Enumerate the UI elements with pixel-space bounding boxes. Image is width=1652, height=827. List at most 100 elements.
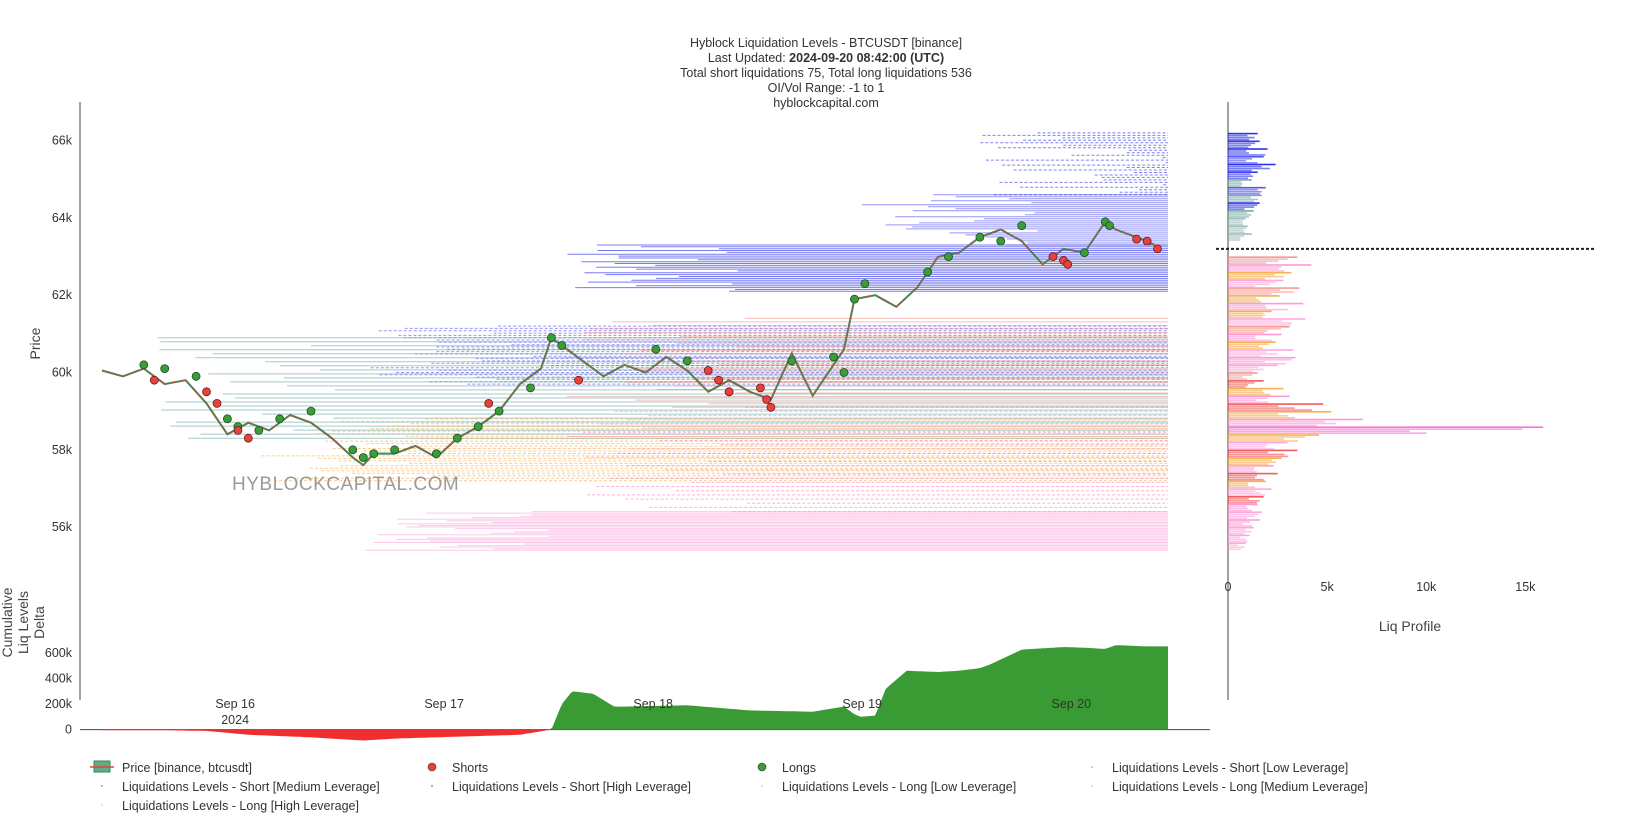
long-marker[interactable]	[996, 236, 1006, 246]
short-marker[interactable]	[149, 375, 159, 385]
delta-negative-area	[102, 729, 1168, 741]
long-marker[interactable]	[254, 425, 264, 435]
profile-bar	[1228, 467, 1255, 469]
legend-swatch-faint	[1091, 785, 1093, 787]
legend-swatch-faint	[431, 785, 433, 787]
profile-bar	[1228, 418, 1363, 421]
short-marker[interactable]	[243, 433, 253, 443]
legend-label: Price [binance, btcusdt]	[122, 761, 252, 775]
liq-profile-panel[interactable]: 0 5k 10k 15k Liq Profile	[1216, 102, 1595, 700]
profile-bar	[1228, 235, 1245, 237]
profile-bar	[1228, 465, 1274, 467]
liq-band-3	[980, 132, 1168, 196]
profile-bar	[1228, 177, 1248, 179]
legend-item[interactable]: Liquidations Levels - Short [Medium Leve…	[101, 780, 380, 794]
long-marker[interactable]	[839, 368, 849, 377]
long-marker[interactable]	[1017, 221, 1027, 231]
short-marker[interactable]	[1063, 259, 1073, 269]
legend-item[interactable]: Liquidations Levels - Long [Low Leverage…	[761, 780, 1016, 794]
legend-item[interactable]: Shorts	[427, 761, 488, 775]
profile-bar	[1228, 397, 1268, 400]
long-marker[interactable]	[682, 356, 692, 366]
profile-bar	[1228, 455, 1289, 458]
profile-bar	[1228, 271, 1292, 274]
price-candle-wick	[101, 221, 1158, 466]
long-marker[interactable]	[923, 267, 932, 277]
profile-bar	[1228, 324, 1291, 326]
long-marker[interactable]	[944, 252, 953, 262]
short-marker[interactable]	[724, 387, 734, 397]
long-marker[interactable]	[526, 383, 535, 393]
short-markers	[149, 234, 1162, 443]
profile-bar	[1228, 548, 1241, 550]
profile-bar	[1228, 494, 1266, 496]
profile-bar	[1228, 333, 1282, 336]
short-marker[interactable]	[1142, 236, 1152, 246]
legend-item[interactable]: Liquidations Levels - Long [High Leverag…	[101, 799, 359, 813]
long-marker[interactable]	[1105, 221, 1114, 231]
long-marker[interactable]	[547, 333, 556, 343]
short-marker[interactable]	[574, 375, 583, 385]
long-marker[interactable]	[358, 453, 368, 462]
short-marker[interactable]	[1048, 252, 1058, 262]
long-marker[interactable]	[850, 294, 859, 304]
long-marker[interactable]	[160, 364, 170, 374]
legend-swatch-dot	[427, 762, 437, 772]
long-marker[interactable]	[222, 414, 232, 424]
long-marker[interactable]	[975, 232, 985, 242]
short-marker[interactable]	[703, 366, 713, 375]
legend-item[interactable]: Liquidations Levels - Long [Medium Lever…	[1091, 780, 1368, 794]
short-marker[interactable]	[1132, 234, 1141, 244]
profile-bar	[1228, 264, 1312, 266]
profile-bar	[1228, 515, 1255, 517]
long-marker[interactable]	[139, 360, 149, 370]
legend-item[interactable]: Liquidations Levels - Short [Low Leverag…	[1091, 761, 1348, 775]
long-marker[interactable]	[1080, 248, 1089, 258]
legend-label: Liquidations Levels - Short [Medium Leve…	[122, 780, 380, 794]
profile-bar	[1228, 536, 1241, 539]
long-marker[interactable]	[191, 371, 201, 381]
profile-bar	[1228, 270, 1284, 272]
short-marker[interactable]	[766, 402, 776, 412]
long-marker[interactable]	[431, 449, 441, 459]
legend-item[interactable]: Longs	[757, 761, 816, 775]
short-marker[interactable]	[714, 375, 723, 385]
profile-bar	[1228, 474, 1257, 477]
long-marker[interactable]	[473, 422, 483, 432]
short-marker[interactable]	[762, 395, 772, 404]
legend-item[interactable]: Price [binance, btcusdt]	[90, 760, 252, 775]
long-marker[interactable]	[348, 445, 358, 455]
long-marker[interactable]	[275, 414, 285, 424]
long-marker[interactable]	[494, 406, 504, 416]
legend-swatch-faint	[101, 804, 103, 806]
profile-bar	[1228, 223, 1244, 226]
long-marker[interactable]	[829, 352, 838, 362]
long-marker[interactable]	[557, 340, 567, 350]
profile-bar	[1228, 360, 1265, 363]
short-marker[interactable]	[233, 425, 243, 435]
profile-bar	[1228, 169, 1252, 172]
profile-bar	[1228, 507, 1248, 510]
short-marker[interactable]	[484, 398, 494, 408]
long-marker[interactable]	[369, 449, 379, 459]
legend-item[interactable]: Liquidations Levels - Short [High Levera…	[431, 780, 691, 794]
long-marker[interactable]	[452, 433, 462, 443]
short-marker[interactable]	[212, 398, 222, 408]
short-marker[interactable]	[202, 387, 211, 397]
profile-bar	[1228, 532, 1245, 535]
long-marker[interactable]	[306, 406, 316, 416]
profile-bar	[1228, 185, 1242, 187]
short-marker[interactable]	[756, 383, 765, 393]
price-panel[interactable]: 56k 58k 60k 62k 64k 66k Price	[27, 102, 1168, 700]
profile-bar	[1228, 337, 1256, 340]
long-marker[interactable]	[787, 356, 797, 366]
long-marker[interactable]	[651, 344, 661, 354]
long-marker[interactable]	[860, 279, 870, 289]
profile-bar	[1228, 542, 1246, 544]
profile-bar	[1228, 154, 1266, 156]
profile-bar	[1228, 175, 1254, 177]
short-marker[interactable]	[1153, 244, 1162, 254]
price-tick-label: 66k	[52, 134, 73, 148]
long-marker[interactable]	[390, 445, 400, 455]
